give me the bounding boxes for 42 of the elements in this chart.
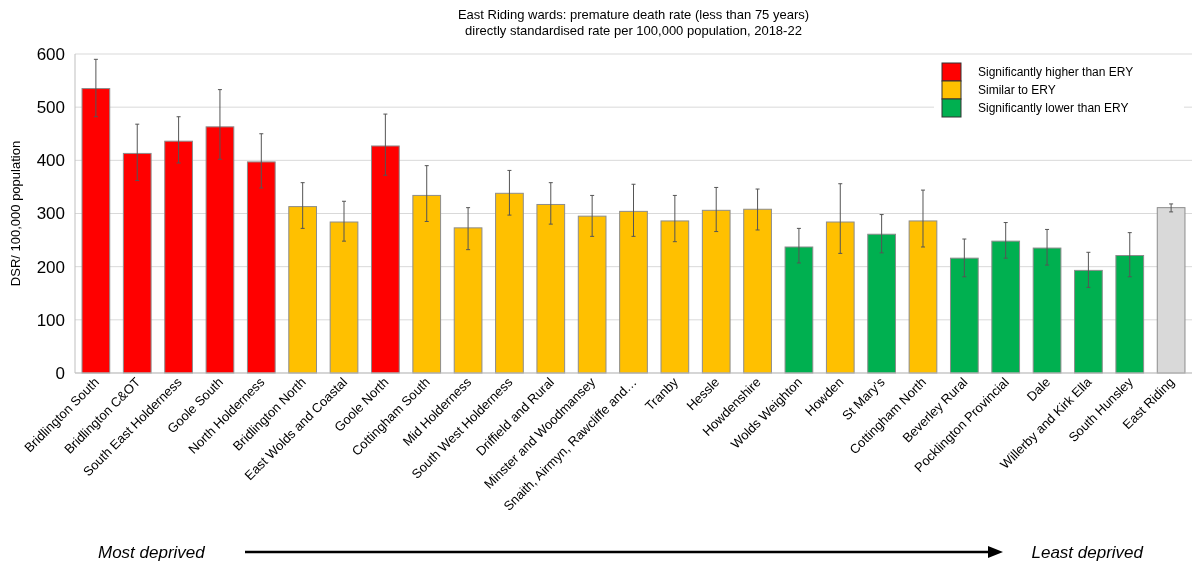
bar bbox=[453, 227, 483, 374]
bar bbox=[164, 140, 193, 374]
y-tick-label: 600 bbox=[36, 44, 65, 64]
y-tick-label: 300 bbox=[36, 204, 65, 224]
x-tick-label: Dale bbox=[1023, 374, 1054, 405]
bar bbox=[908, 220, 938, 374]
bar bbox=[867, 233, 896, 374]
chart-title: East Riding wards: premature death rate (less than 75 years) bbox=[457, 7, 810, 22]
text: Least deprived bbox=[1031, 543, 1144, 562]
text: Most deprived bbox=[98, 543, 206, 562]
bar bbox=[536, 203, 566, 374]
bar bbox=[329, 221, 359, 374]
legend-label: Similar to ERY bbox=[978, 83, 1056, 98]
y-tick-label: 500 bbox=[36, 98, 65, 118]
bar bbox=[825, 221, 855, 374]
chart-subtitle: directly standardised rate per 100,000 population, 2018-22 bbox=[465, 23, 802, 38]
legend-label: Significantly lower than ERY bbox=[978, 101, 1129, 116]
bar bbox=[495, 192, 524, 374]
bar bbox=[660, 220, 690, 374]
bar bbox=[991, 240, 1021, 374]
y-tick-label: 0 bbox=[55, 363, 65, 383]
y-tick-label: 200 bbox=[36, 257, 65, 277]
legend-label: Significantly higher than ERY bbox=[978, 65, 1134, 80]
bar bbox=[619, 210, 648, 374]
bar bbox=[288, 206, 318, 374]
bar bbox=[577, 215, 607, 374]
bar bbox=[371, 145, 400, 374]
y-tick-label: 400 bbox=[36, 151, 65, 171]
bar bbox=[1032, 247, 1062, 374]
bar bbox=[743, 208, 772, 374]
bar bbox=[412, 194, 442, 374]
y-axis-title: DSR/ 100,000 population bbox=[8, 140, 23, 287]
bar bbox=[949, 257, 979, 374]
bar bbox=[205, 126, 235, 374]
bar bbox=[246, 161, 276, 374]
bar bbox=[1115, 255, 1145, 374]
bar bbox=[701, 209, 731, 374]
y-tick-label: 100 bbox=[36, 310, 65, 330]
bar bbox=[81, 88, 111, 374]
bar bbox=[122, 152, 152, 374]
bar bbox=[784, 246, 814, 374]
bar bbox=[1074, 269, 1103, 374]
